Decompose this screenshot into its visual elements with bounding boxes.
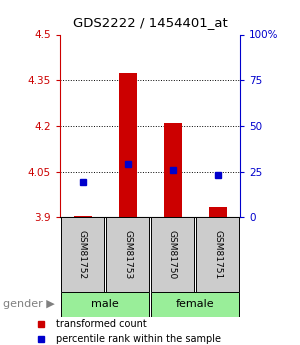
Bar [61,217,104,292]
Text: GSM81752: GSM81752 [78,230,87,279]
Bar [196,217,239,292]
Bar [151,217,194,292]
Bar [208,207,226,217]
Bar [106,217,149,292]
Bar [118,72,136,217]
Bar [74,216,92,217]
Text: male: male [91,299,119,309]
Bar [151,292,239,317]
Text: GSM81750: GSM81750 [168,230,177,279]
Text: GSM81753: GSM81753 [123,230,132,279]
Bar [164,123,181,217]
Text: gender ▶: gender ▶ [3,299,55,309]
Bar [61,292,149,317]
Text: female: female [176,299,214,309]
Text: GSM81751: GSM81751 [213,230,222,279]
Text: transformed count: transformed count [56,319,147,329]
Text: percentile rank within the sample: percentile rank within the sample [56,335,221,344]
Text: GDS2222 / 1454401_at: GDS2222 / 1454401_at [73,16,227,29]
